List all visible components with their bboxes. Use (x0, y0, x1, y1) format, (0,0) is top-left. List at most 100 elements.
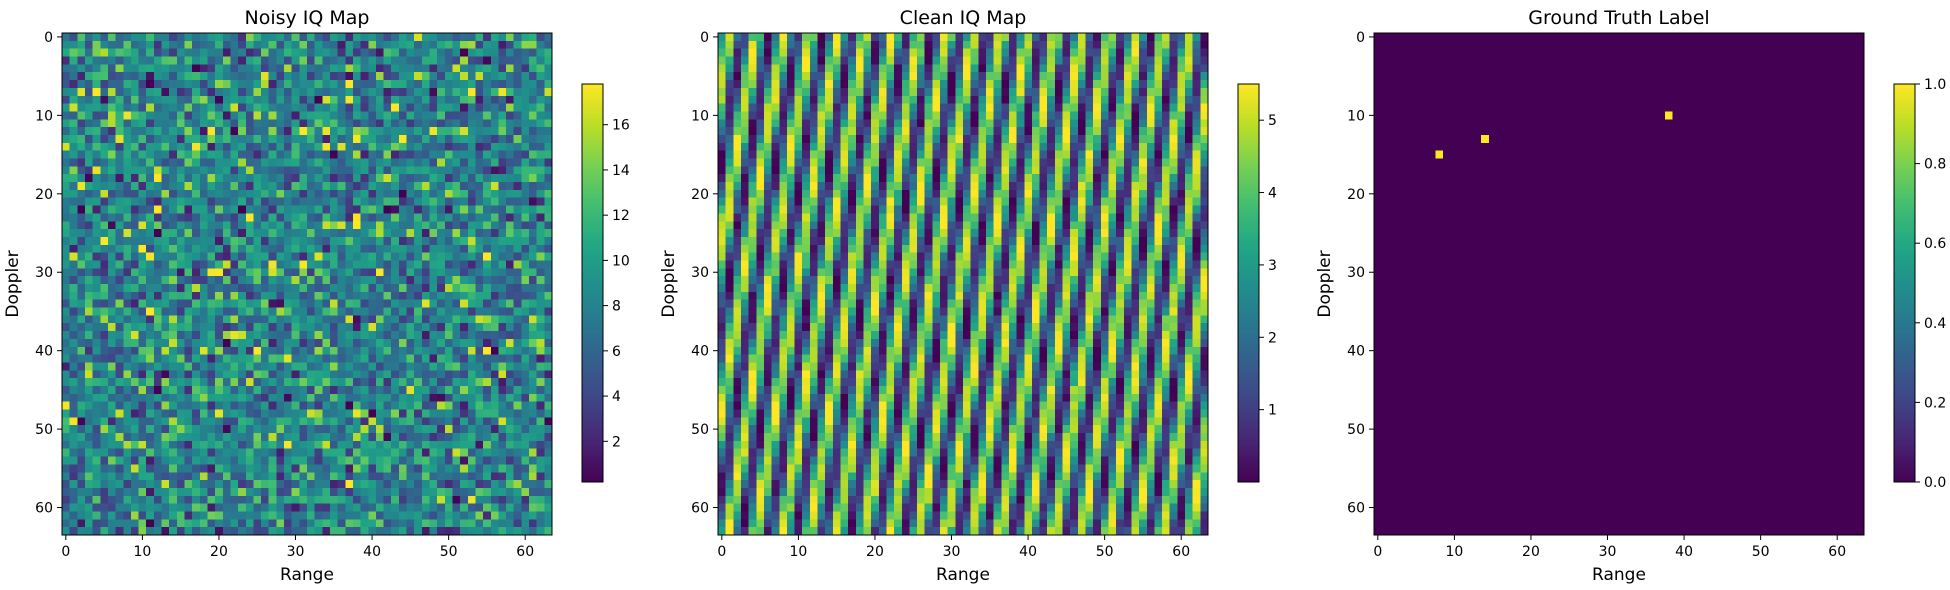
heatmap-cell (276, 276, 285, 285)
heatmap-cell (1108, 48, 1117, 58)
heatmap-cell (429, 511, 438, 520)
heatmap-cell (253, 480, 262, 489)
heatmap-cell (238, 448, 247, 458)
heatmap-cell (368, 417, 377, 426)
heatmap-cell (368, 519, 377, 528)
heatmap-cell (452, 480, 461, 489)
heatmap-cell (184, 331, 193, 340)
heatmap-cell (77, 409, 86, 418)
heatmap-cell (391, 119, 400, 128)
heatmap-cell (207, 378, 216, 387)
heatmap-cell (253, 346, 262, 356)
heatmap-cell (276, 393, 285, 403)
heatmap-cell (825, 103, 834, 113)
heatmap-cell (429, 72, 438, 81)
colorbar-segment (582, 438, 603, 443)
heatmap-cell (199, 331, 209, 340)
heatmap-cell (322, 284, 331, 293)
heatmap-cell (444, 56, 454, 65)
heatmap-cell (406, 236, 415, 246)
heatmap-cell (69, 354, 78, 364)
heatmap-cell (506, 142, 515, 152)
heatmap-cell (146, 80, 155, 89)
heatmap-cell (253, 362, 262, 371)
heatmap-cell (863, 95, 872, 105)
heatmap-cell (69, 205, 78, 214)
heatmap-cell (222, 205, 232, 214)
heatmap-cell (1085, 95, 1094, 105)
colorbar-segment (582, 296, 603, 301)
heatmap-cell (1154, 56, 1163, 65)
heatmap-cell (383, 346, 392, 356)
heatmap-cell (544, 448, 553, 458)
heatmap-cell (1054, 48, 1064, 58)
heatmap-cell (153, 519, 163, 528)
heatmap-cell (307, 229, 316, 238)
heatmap-cell (261, 229, 270, 238)
heatmap-cell (215, 103, 224, 113)
heatmap-cell (467, 338, 477, 348)
heatmap-cell (199, 448, 209, 458)
heatmap-cell (123, 182, 132, 191)
heatmap-cell (1169, 48, 1178, 58)
heatmap-cell (337, 33, 346, 42)
heatmap-cell (77, 362, 86, 371)
heatmap-cell (352, 503, 362, 513)
heatmap-cell (391, 362, 400, 371)
heatmap-cell (383, 519, 392, 528)
heatmap-cell (184, 87, 193, 97)
heatmap-cell (529, 221, 538, 230)
heatmap-cell (238, 338, 247, 348)
heatmap-cell (536, 393, 545, 403)
heatmap-cell (437, 338, 446, 348)
heatmap-cell (467, 378, 477, 387)
heatmap-cell (107, 440, 117, 450)
heatmap-cell (161, 119, 170, 128)
heatmap-cell (506, 393, 515, 403)
heatmap-cell (725, 72, 734, 81)
heatmap-cell (284, 276, 293, 285)
heatmap-cell (62, 291, 71, 301)
heatmap-cell (460, 40, 469, 50)
heatmap-cell (123, 150, 132, 160)
heatmap-cell (383, 472, 392, 481)
heatmap-cell (176, 166, 186, 175)
heatmap-cell (261, 244, 270, 254)
heatmap-cell (718, 103, 727, 113)
heatmap-cell (161, 72, 170, 81)
heatmap-cell (452, 48, 461, 58)
heatmap-cell (375, 503, 385, 513)
heatmap-cell (215, 166, 224, 175)
heatmap-cell (77, 142, 86, 152)
heatmap-cell (490, 338, 500, 348)
heatmap-cell (429, 174, 438, 183)
heatmap-cell (207, 393, 216, 403)
heatmap-cell (536, 487, 545, 497)
heatmap-cell (498, 103, 507, 113)
heatmap-cell (115, 338, 124, 348)
heatmap-cell (383, 64, 392, 73)
heatmap-cell (322, 417, 331, 426)
heatmap-cell (352, 378, 362, 387)
heatmap-cell (817, 95, 826, 105)
heatmap-cell (261, 276, 270, 285)
heatmap-cell (176, 197, 186, 207)
heatmap-cell (84, 127, 94, 136)
heatmap-cell (360, 433, 369, 442)
heatmap-cell (138, 119, 147, 128)
heatmap-cell (1070, 40, 1079, 50)
heatmap-cell (176, 464, 186, 473)
colorbar-tick-label: 2 (612, 434, 621, 450)
heatmap-cell (1077, 87, 1087, 97)
heatmap-cell (1070, 103, 1079, 113)
heatmap-cell (794, 87, 803, 97)
heatmap-cell (498, 142, 507, 152)
heatmap-cell (498, 346, 507, 356)
heatmap-cell (153, 134, 163, 144)
heatmap-cell (69, 221, 78, 230)
heatmap-cell (498, 244, 507, 254)
heatmap-cell (176, 142, 186, 152)
heatmap-cell (238, 362, 247, 371)
heatmap-cell (1016, 111, 1025, 120)
heatmap-cell (414, 370, 423, 379)
